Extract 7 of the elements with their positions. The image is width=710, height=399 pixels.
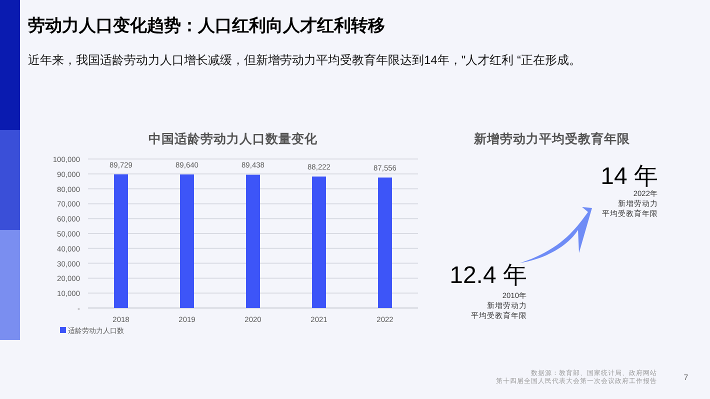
text: 7 [684, 373, 689, 382]
text: 12.4 年 [450, 262, 527, 289]
text: 劳动力人口变化趋势：人口红利向人才红利转移 [28, 16, 385, 35]
text: 14 年 [600, 163, 658, 190]
text: 新增劳动力平均受教育年限 [473, 131, 631, 146]
text: 近年来，我国适龄劳动力人口增长减缓，但新增劳动力平均受教育年限达到14年，"人才红利 “正在形成。 [28, 53, 581, 67]
chart-title: 中国适龄劳动力人口数量变化 [148, 131, 318, 146]
